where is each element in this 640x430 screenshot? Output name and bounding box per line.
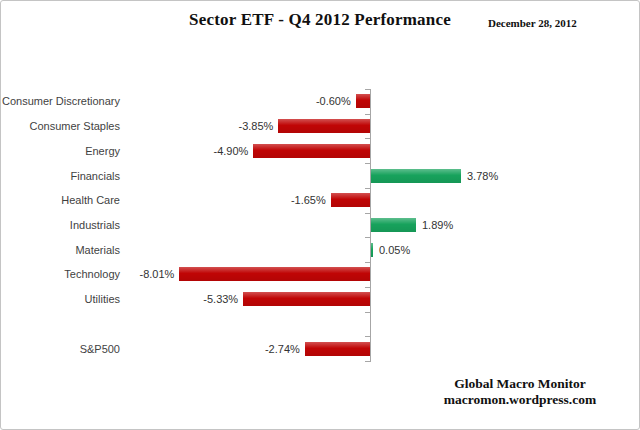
- axis-tick: [365, 213, 370, 214]
- bar-gloss: [371, 218, 416, 232]
- category-label: Financials: [1, 168, 120, 184]
- axis-tick: [365, 336, 370, 337]
- value-label: -2.74%: [265, 341, 300, 357]
- axis-tick: [365, 188, 370, 189]
- category-label: Technology: [1, 266, 120, 282]
- bar: [371, 169, 461, 183]
- axis-tick: [365, 262, 370, 263]
- value-label: -4.90%: [214, 143, 249, 159]
- value-label: 3.78%: [467, 168, 498, 184]
- bar: [371, 243, 373, 257]
- bar: [371, 218, 416, 232]
- category-label: Industrials: [1, 217, 120, 233]
- bar-gloss: [243, 292, 370, 306]
- bar-gloss: [278, 119, 370, 133]
- bar: [278, 119, 370, 133]
- chart-canvas: Sector ETF - Q4 2012 Performance Decembe…: [0, 0, 640, 430]
- bar-gloss: [371, 169, 461, 183]
- category-label: S&P500: [1, 341, 120, 357]
- axis-tick: [365, 361, 370, 362]
- bar-gloss: [371, 243, 373, 257]
- bar: [179, 267, 370, 281]
- axis-tick: [365, 312, 370, 313]
- value-label: 0.05%: [379, 242, 410, 258]
- category-label: Utilities: [1, 291, 120, 307]
- attribution-source-name: Global Macro Monitor: [437, 376, 603, 392]
- axis-tick: [365, 89, 370, 90]
- bar: [331, 193, 370, 207]
- bar-chart-plot-area: Consumer Discretionary -0.60% Consumer Sta…: [1, 1, 640, 430]
- bar-gloss: [331, 193, 370, 207]
- axis-tick: [365, 114, 370, 115]
- category-label: Materials: [1, 242, 120, 258]
- bar: [253, 144, 370, 158]
- bar-gloss: [179, 267, 370, 281]
- attribution: Global Macro Monitor macromon.wordpress.…: [437, 376, 603, 408]
- value-label: -8.01%: [140, 266, 175, 282]
- value-label: 1.89%: [422, 217, 453, 233]
- value-label: -3.85%: [239, 118, 274, 134]
- bar-gloss: [305, 342, 370, 356]
- axis-tick: [365, 138, 370, 139]
- bar: [305, 342, 370, 356]
- axis-tick: [365, 287, 370, 288]
- axis-tick: [365, 237, 370, 238]
- category-label: Health Care: [1, 192, 120, 208]
- category-label: Consumer Staples: [1, 118, 120, 134]
- value-label: -0.60%: [316, 93, 351, 109]
- bar-gloss: [356, 94, 370, 108]
- value-label: -5.33%: [203, 291, 238, 307]
- attribution-source-url: macromon.wordpress.com: [437, 392, 603, 408]
- category-label: Energy: [1, 143, 120, 159]
- bar: [356, 94, 370, 108]
- value-label: -1.65%: [291, 192, 326, 208]
- category-label: Consumer Discretionary: [1, 93, 120, 109]
- bar-gloss: [253, 144, 370, 158]
- axis-tick: [365, 163, 370, 164]
- bar: [243, 292, 370, 306]
